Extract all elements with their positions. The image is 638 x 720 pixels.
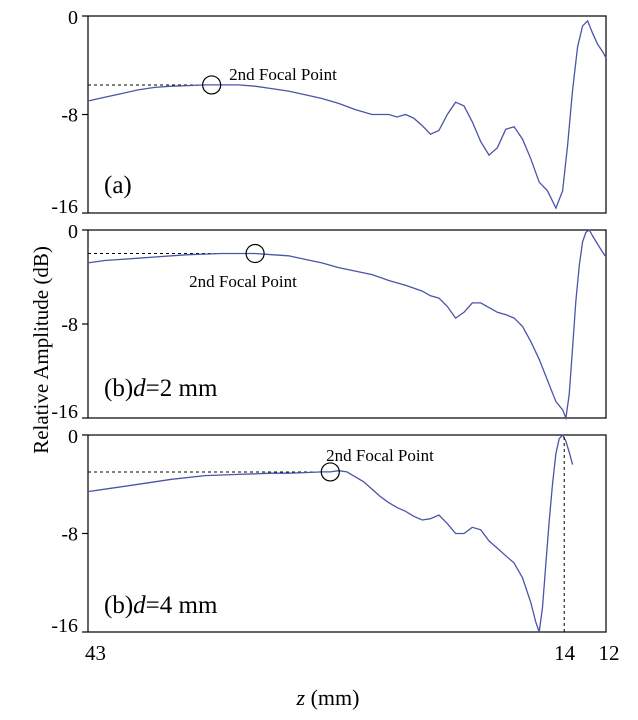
y-tick-label: 0: [68, 7, 78, 29]
focal-point-marker: [202, 75, 222, 95]
x-tick-label: 43: [85, 641, 106, 665]
panel-label-var: d: [133, 375, 146, 402]
plot-frame: [87, 15, 607, 214]
panel-a: 0 -8 -16 2nd Focal Point (a): [51, 7, 607, 218]
focal-point-annotation: 2nd Focal Point: [229, 65, 337, 84]
panel-label: (b)d=4 mm: [104, 592, 218, 619]
panel-label-prefix: (b): [104, 592, 133, 619]
panel-label-suffix: =2 mm: [146, 375, 218, 402]
x-tick-label: 12: [599, 641, 620, 665]
x-axis-label-unit: (mm): [305, 685, 359, 710]
focal-point-marker: [320, 462, 340, 482]
amplitude-curve: [87, 433, 574, 633]
y-tick-label: -16: [51, 196, 78, 218]
y-axis-label: Relative Amplitude (dB): [29, 246, 53, 454]
x-tick-label: 14: [554, 641, 576, 665]
y-tick-label: -8: [61, 524, 78, 546]
x-axis-label-var: z: [296, 685, 306, 710]
y-tick-label: -16: [51, 615, 78, 637]
panel-label-suffix: =4 mm: [146, 592, 218, 619]
amplitude-curve: [87, 229, 607, 421]
panel-label: (a): [104, 172, 132, 199]
panel-label: (b)d=2 mm: [104, 375, 218, 402]
x-axis-label: z (mm): [296, 685, 360, 710]
panel-b-4mm: 0 -8 -16 2nd Focal Point (b)d=4 mm 43 14 12: [51, 426, 619, 665]
amplitude-curve: [87, 19, 607, 210]
focal-point-annotation: 2nd Focal Point: [326, 446, 434, 465]
focal-point-annotation: 2nd Focal Point: [189, 272, 297, 291]
y-tick-label: -8: [61, 314, 78, 336]
panel-label-prefix: (b): [104, 375, 133, 402]
y-tick-label: -16: [51, 401, 78, 423]
y-tick-label: 0: [68, 221, 78, 243]
panel-label-var: d: [133, 592, 146, 619]
panel-b-2mm: 0 -8 -16 2nd Focal Point (b)d=2 mm: [51, 221, 607, 423]
y-tick-label: 0: [68, 426, 78, 448]
y-tick-label: -8: [61, 105, 78, 127]
focal-point-marker: [245, 243, 265, 264]
